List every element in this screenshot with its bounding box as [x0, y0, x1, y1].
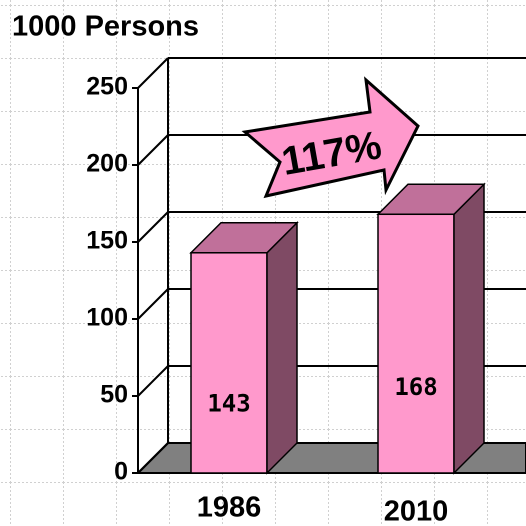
chart-title: 1000 Persons — [12, 11, 199, 43]
y-tick-label: 200 — [86, 150, 128, 178]
x-tick-label: 2010 — [384, 496, 449, 526]
grid-line — [137, 288, 169, 320]
y-tick-label: 100 — [86, 304, 128, 332]
arrow-shape — [241, 76, 420, 199]
x-tick-label: 1986 — [197, 492, 262, 524]
grid-line — [137, 211, 169, 243]
bar — [190, 252, 268, 474]
y-tick-label: 50 — [100, 381, 128, 409]
bar-3d: 168 — [376, 182, 486, 475]
bar-top — [189, 222, 299, 254]
bar-3d: 143 — [189, 220, 299, 475]
y-tick-label: 250 — [86, 73, 128, 101]
data-label: 168 — [394, 373, 437, 401]
bar-side — [453, 182, 485, 475]
plot-area: 0 50 100 150 200 250 1986 143 2010 168 — [86, 57, 526, 526]
annotation-arrow: 117% — [241, 76, 420, 199]
grid-line — [137, 442, 169, 474]
grid-line — [137, 57, 169, 89]
data-label: 143 — [207, 390, 250, 418]
y-tick-label: 0 — [114, 458, 128, 486]
bar-top — [376, 183, 486, 216]
grid-line — [137, 134, 169, 166]
y-tick-label: 150 — [86, 227, 128, 255]
bar — [377, 213, 455, 474]
bar-side — [266, 220, 298, 475]
grid-line — [137, 365, 169, 397]
